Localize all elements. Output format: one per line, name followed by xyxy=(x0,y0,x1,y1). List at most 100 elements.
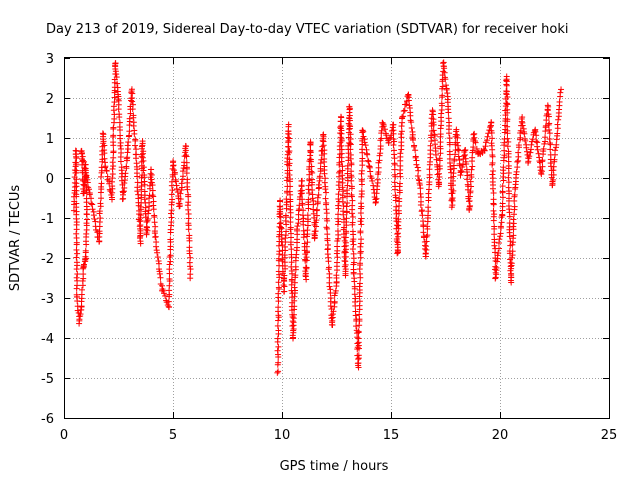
data-point xyxy=(134,173,141,180)
data-point xyxy=(358,200,365,207)
data-point xyxy=(425,190,432,197)
data-point xyxy=(183,170,190,177)
data-point xyxy=(509,248,516,255)
data-point xyxy=(487,122,494,129)
data-point xyxy=(183,153,190,160)
y-tick-label: -5 xyxy=(41,372,54,387)
data-point xyxy=(358,188,365,195)
data-point xyxy=(275,290,282,297)
data-point xyxy=(506,233,513,240)
data-point xyxy=(173,186,180,193)
data-point xyxy=(186,250,193,257)
data-point xyxy=(369,177,376,184)
data-point xyxy=(546,126,553,133)
data-point xyxy=(309,169,316,176)
data-point xyxy=(129,106,136,113)
data-point xyxy=(275,279,282,286)
data-point xyxy=(470,131,477,138)
data-point xyxy=(439,92,446,99)
data-point xyxy=(308,163,315,170)
data-point xyxy=(555,116,562,123)
data-point xyxy=(305,182,312,189)
data-point xyxy=(503,91,510,98)
data-point xyxy=(110,132,117,139)
data-point xyxy=(356,280,363,287)
data-point xyxy=(391,166,398,173)
data-point xyxy=(167,258,174,265)
data-point xyxy=(546,130,553,137)
data-point xyxy=(324,245,331,252)
data-point xyxy=(337,130,344,137)
data-point xyxy=(373,195,380,202)
data-point xyxy=(504,135,511,142)
data-point xyxy=(88,200,95,207)
data-point xyxy=(126,128,133,135)
data-point xyxy=(338,137,345,144)
data-point xyxy=(510,216,517,223)
data-point xyxy=(378,135,385,142)
data-point xyxy=(139,142,146,149)
data-point xyxy=(509,241,516,248)
data-point xyxy=(349,210,356,217)
data-point xyxy=(508,254,515,261)
data-point xyxy=(305,196,312,203)
data-point xyxy=(145,195,152,202)
data-point xyxy=(419,212,426,219)
data-point xyxy=(329,311,336,318)
data-point xyxy=(155,260,162,267)
data-point xyxy=(165,298,172,305)
data-point xyxy=(343,203,350,210)
data-point xyxy=(281,252,288,259)
data-point xyxy=(439,83,446,90)
data-point xyxy=(283,177,290,184)
data-point xyxy=(122,170,129,177)
data-point xyxy=(493,264,500,271)
data-point xyxy=(511,191,518,198)
data-point xyxy=(441,65,448,72)
data-point xyxy=(349,221,356,228)
data-point xyxy=(149,182,156,189)
y-tick-label: -6 xyxy=(41,412,54,427)
data-point xyxy=(493,258,500,265)
data-point xyxy=(539,163,546,170)
data-point xyxy=(282,212,289,219)
data-point xyxy=(286,178,293,185)
data-point xyxy=(427,132,434,139)
data-point xyxy=(422,245,429,252)
y-tick-label: 0 xyxy=(46,172,54,187)
y-tick-label: -4 xyxy=(41,332,54,347)
data-point xyxy=(525,159,532,166)
data-point xyxy=(289,335,296,342)
data-point xyxy=(287,219,294,226)
data-point xyxy=(503,100,510,107)
data-point xyxy=(392,186,399,193)
data-point xyxy=(488,129,495,136)
data-point xyxy=(286,149,293,156)
data-point xyxy=(139,154,146,161)
data-point xyxy=(546,120,553,127)
data-point xyxy=(276,248,283,255)
data-point xyxy=(138,151,145,158)
data-point xyxy=(73,266,80,273)
data-point xyxy=(274,347,281,354)
data-point xyxy=(144,224,151,231)
data-point xyxy=(117,127,124,134)
data-point xyxy=(542,134,549,141)
data-point xyxy=(401,107,408,114)
data-point xyxy=(133,155,140,162)
data-point xyxy=(76,316,83,323)
data-point xyxy=(291,293,298,300)
data-point xyxy=(337,134,344,141)
data-point xyxy=(73,254,80,261)
data-point xyxy=(151,219,158,226)
data-point xyxy=(392,197,399,204)
data-point xyxy=(73,246,80,253)
data-point xyxy=(391,138,398,145)
data-point xyxy=(79,157,86,164)
data-point xyxy=(134,188,141,195)
data-point xyxy=(110,148,117,155)
data-point xyxy=(101,150,108,157)
data-point xyxy=(443,86,450,93)
y-tick-label: 2 xyxy=(46,92,54,107)
data-point xyxy=(358,167,365,174)
